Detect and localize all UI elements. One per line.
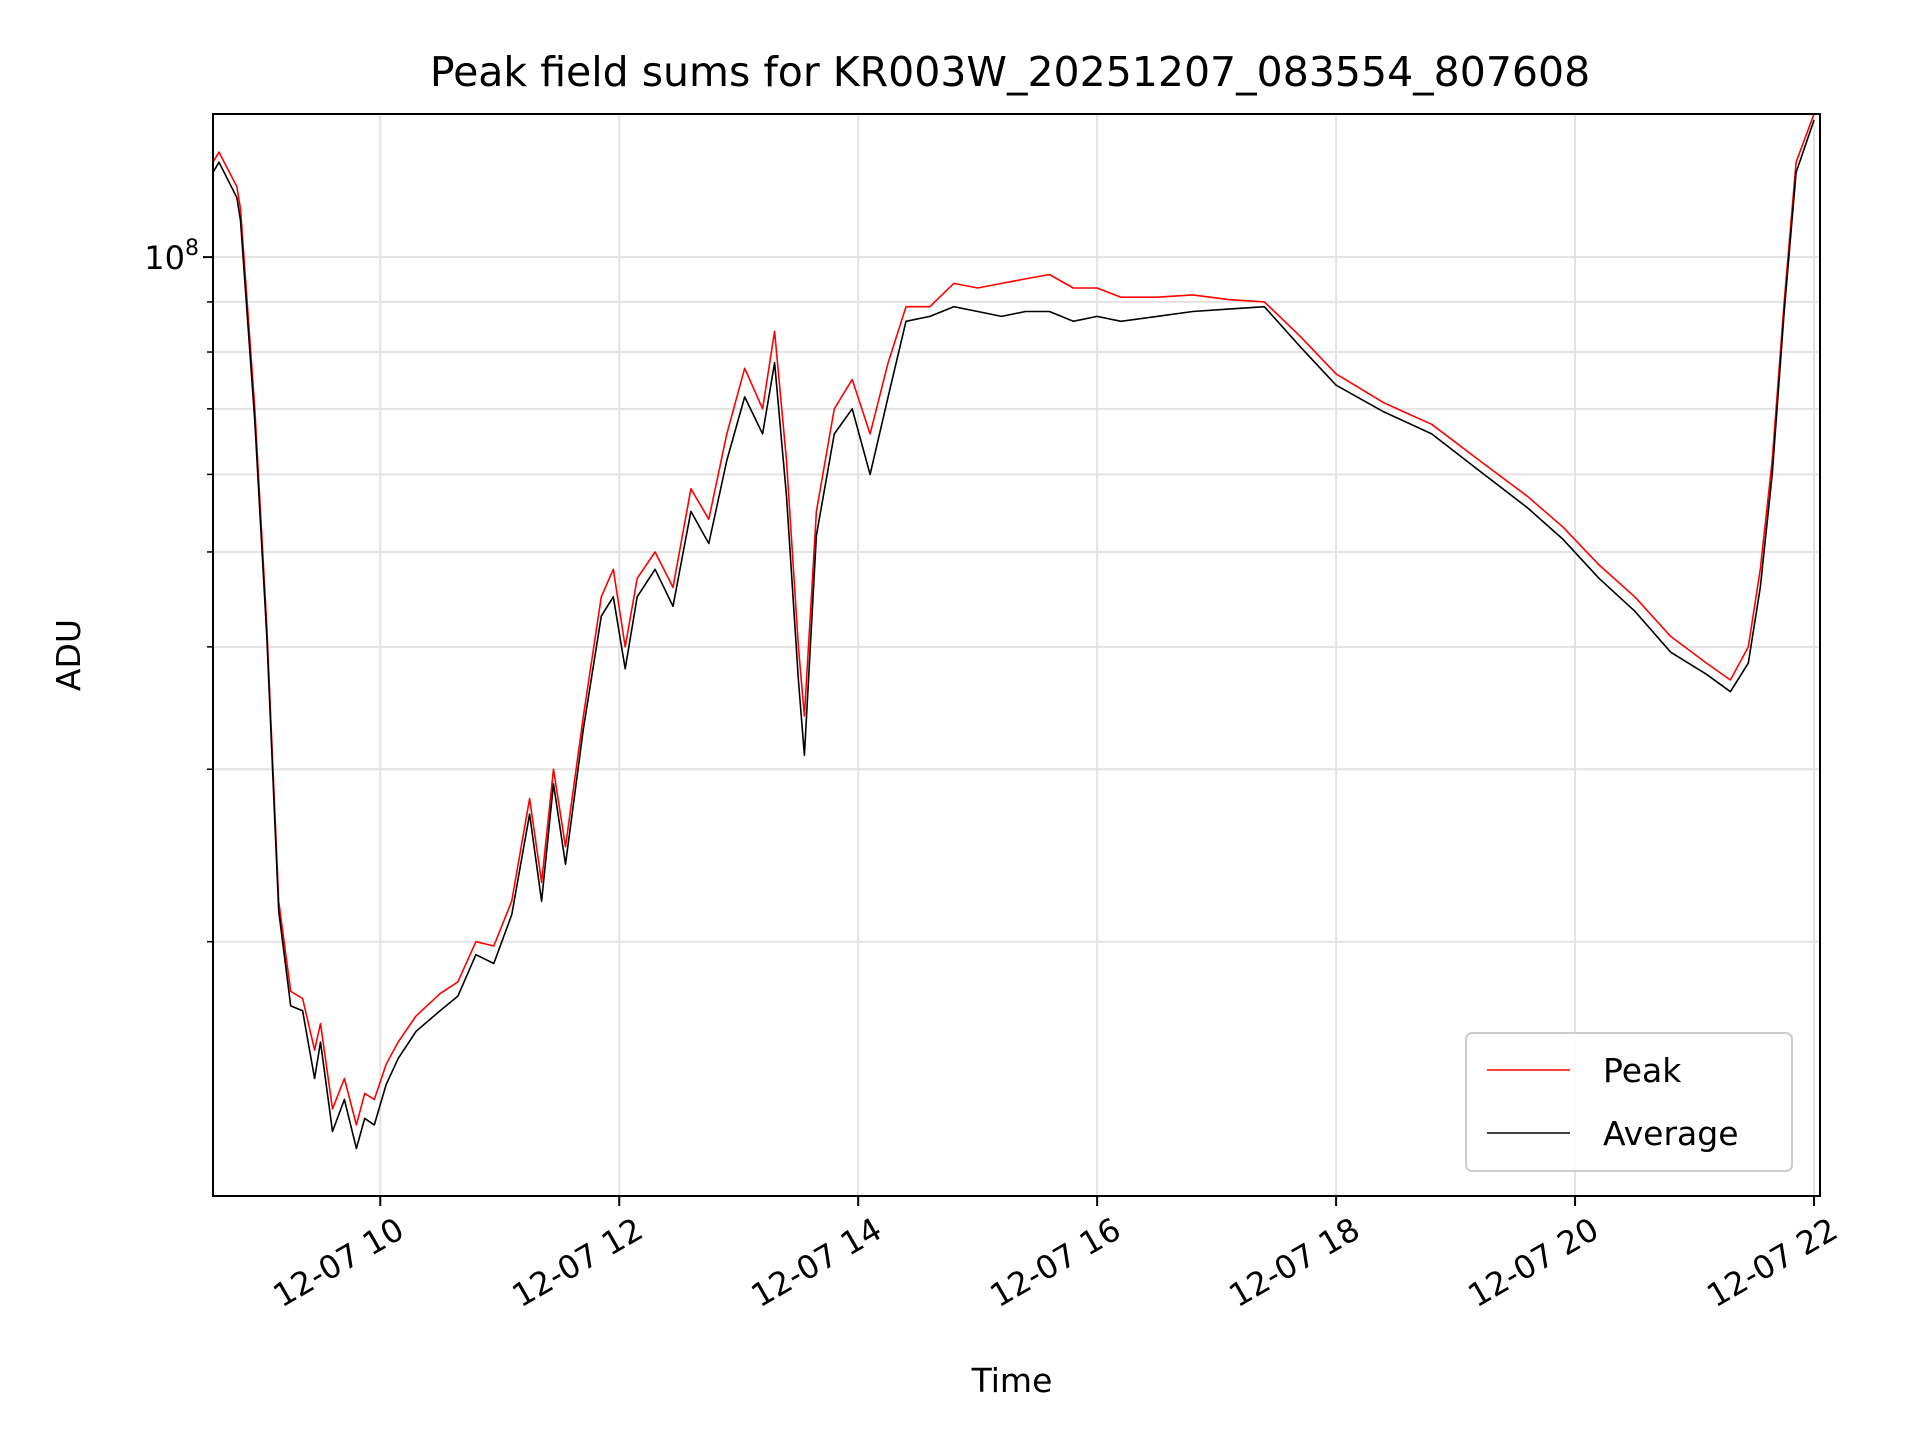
x-axis-label: Time [971, 1361, 1053, 1400]
y-axis-label: ADU [49, 619, 88, 691]
grid [213, 114, 1820, 1196]
legend-peak-label: Peak [1603, 1051, 1682, 1090]
chart-title: Peak field sums for KR003W_20251207_0835… [430, 48, 1590, 96]
plot-frame [212, 113, 1821, 1197]
series-line-peak [212, 113, 1815, 1126]
series-line-average [212, 119, 1815, 1150]
y-tick-label: 108 [144, 236, 199, 277]
series-group [212, 113, 1815, 1150]
legend-box [1465, 1032, 1793, 1172]
legend-average-label: Average [1603, 1114, 1739, 1153]
legend: Peak Average [1465, 1032, 1793, 1172]
